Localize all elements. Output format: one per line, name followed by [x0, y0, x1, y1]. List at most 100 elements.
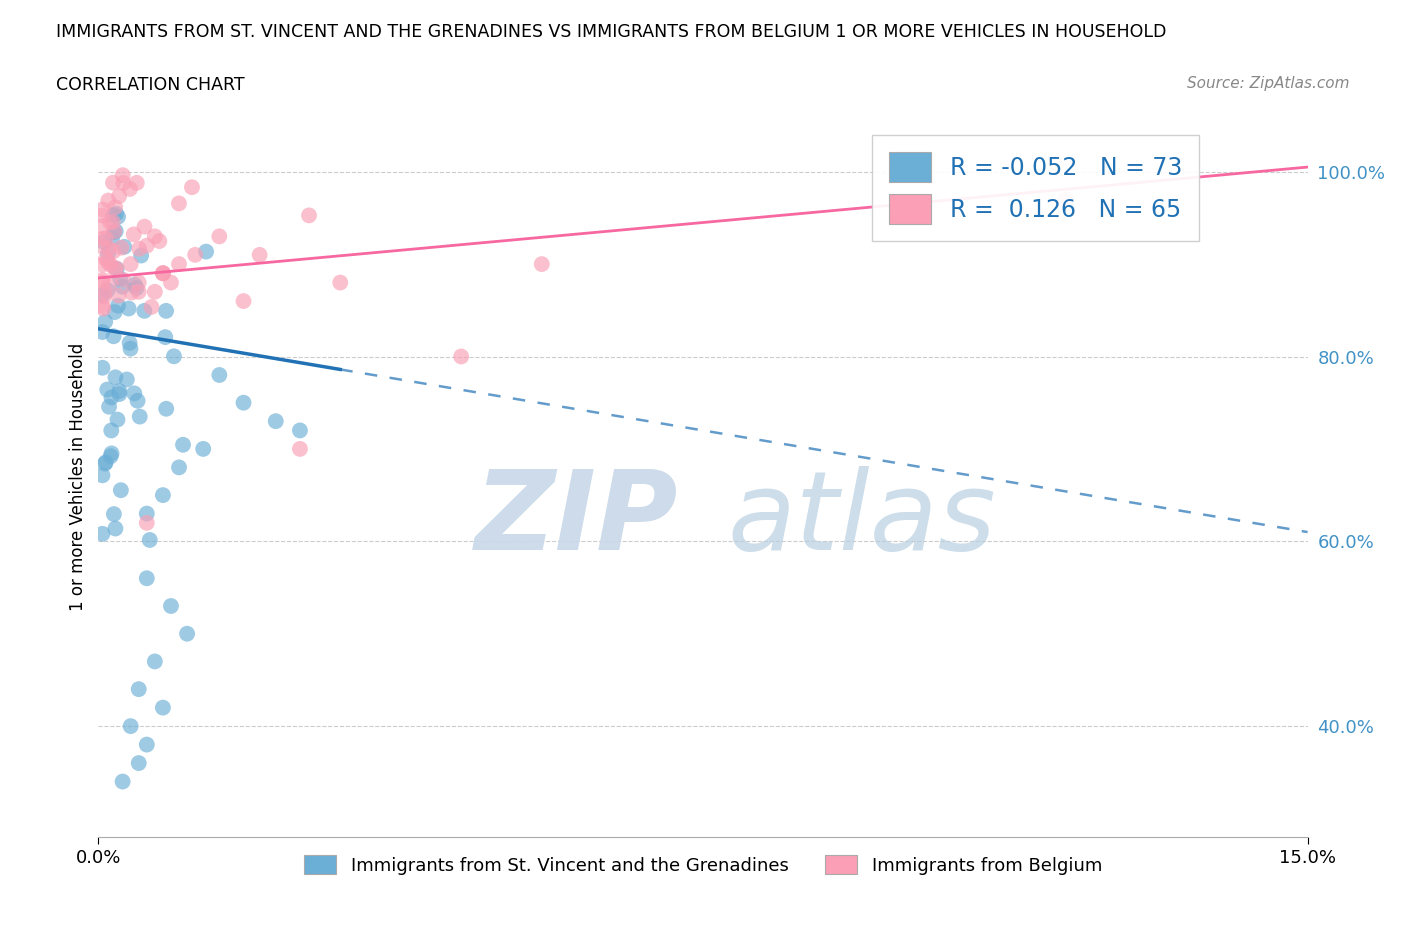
Point	[139, 533, 162, 548]
Point	[104, 305, 127, 320]
Point	[264, 414, 287, 429]
Point	[208, 367, 231, 382]
Point	[128, 756, 150, 771]
Point	[103, 225, 125, 240]
Point	[120, 257, 142, 272]
Point	[104, 260, 127, 275]
Point	[103, 244, 125, 259]
Point	[121, 286, 143, 300]
Point	[94, 251, 117, 266]
Point	[93, 234, 115, 249]
Point	[91, 208, 114, 223]
Point	[128, 285, 150, 299]
Point	[249, 247, 271, 262]
Point	[101, 175, 124, 190]
Point	[100, 449, 122, 464]
Point	[91, 360, 114, 375]
Point	[104, 223, 127, 238]
Point	[135, 238, 157, 253]
Point	[91, 287, 114, 302]
Legend: Immigrants from St. Vincent and the Grenadines, Immigrants from Belgium: Immigrants from St. Vincent and the Gren…	[297, 848, 1109, 882]
Text: IMMIGRANTS FROM ST. VINCENT AND THE GRENADINES VS IMMIGRANTS FROM BELGIUM 1 OR M: IMMIGRANTS FROM ST. VINCENT AND THE GREN…	[56, 23, 1167, 41]
Point	[104, 370, 127, 385]
Point	[94, 455, 117, 470]
Point	[120, 341, 142, 356]
Point	[91, 257, 114, 272]
Point	[111, 774, 134, 789]
Point	[97, 246, 120, 261]
Point	[97, 241, 120, 256]
Point	[152, 266, 174, 281]
Point	[105, 206, 128, 221]
Point	[110, 272, 132, 286]
Text: ZIP: ZIP	[475, 466, 679, 574]
Point	[91, 232, 114, 246]
Point	[141, 299, 163, 314]
Point	[143, 229, 166, 244]
Point	[97, 254, 120, 269]
Point	[124, 277, 146, 292]
Point	[91, 275, 114, 290]
Point	[94, 231, 117, 246]
Point	[152, 266, 174, 281]
Point	[288, 442, 311, 457]
Point	[112, 272, 135, 287]
Point	[93, 289, 115, 304]
Point	[91, 202, 114, 217]
Point	[128, 682, 150, 697]
Point	[91, 219, 114, 233]
Point	[94, 457, 117, 472]
Point	[143, 654, 166, 669]
Point	[107, 299, 129, 313]
Point	[91, 468, 114, 483]
Point	[91, 272, 114, 287]
Point	[288, 423, 311, 438]
Point	[105, 261, 128, 276]
Point	[193, 442, 215, 457]
Point	[135, 506, 157, 521]
Point	[135, 571, 157, 586]
Point	[107, 209, 129, 224]
Point	[208, 229, 231, 244]
Point	[134, 219, 156, 234]
Point	[96, 283, 118, 298]
Point	[118, 181, 141, 196]
Point	[143, 285, 166, 299]
Point	[122, 227, 145, 242]
Point	[108, 189, 131, 204]
Point	[129, 248, 152, 263]
Point	[125, 281, 148, 296]
Point	[118, 336, 141, 351]
Point	[184, 247, 207, 262]
Point	[100, 423, 122, 438]
Point	[298, 208, 321, 223]
Point	[91, 299, 114, 313]
Point	[120, 719, 142, 734]
Point	[100, 390, 122, 405]
Point	[329, 275, 352, 290]
Point	[127, 393, 149, 408]
Point	[155, 402, 177, 417]
Point	[108, 387, 131, 402]
Point	[91, 526, 114, 541]
Point	[110, 240, 132, 255]
Point	[112, 176, 135, 191]
Point	[135, 737, 157, 752]
Point	[134, 303, 156, 318]
Point	[96, 382, 118, 397]
Point	[111, 167, 134, 182]
Point	[91, 325, 114, 339]
Point	[115, 372, 138, 387]
Point	[94, 285, 117, 299]
Point	[103, 207, 125, 222]
Point	[155, 329, 177, 344]
Point	[101, 232, 124, 246]
Point	[232, 395, 254, 410]
Point	[112, 239, 135, 254]
Point	[160, 599, 183, 614]
Point	[1054, 192, 1077, 206]
Point	[167, 460, 190, 475]
Point	[155, 303, 177, 318]
Point	[128, 275, 150, 290]
Point	[125, 176, 148, 191]
